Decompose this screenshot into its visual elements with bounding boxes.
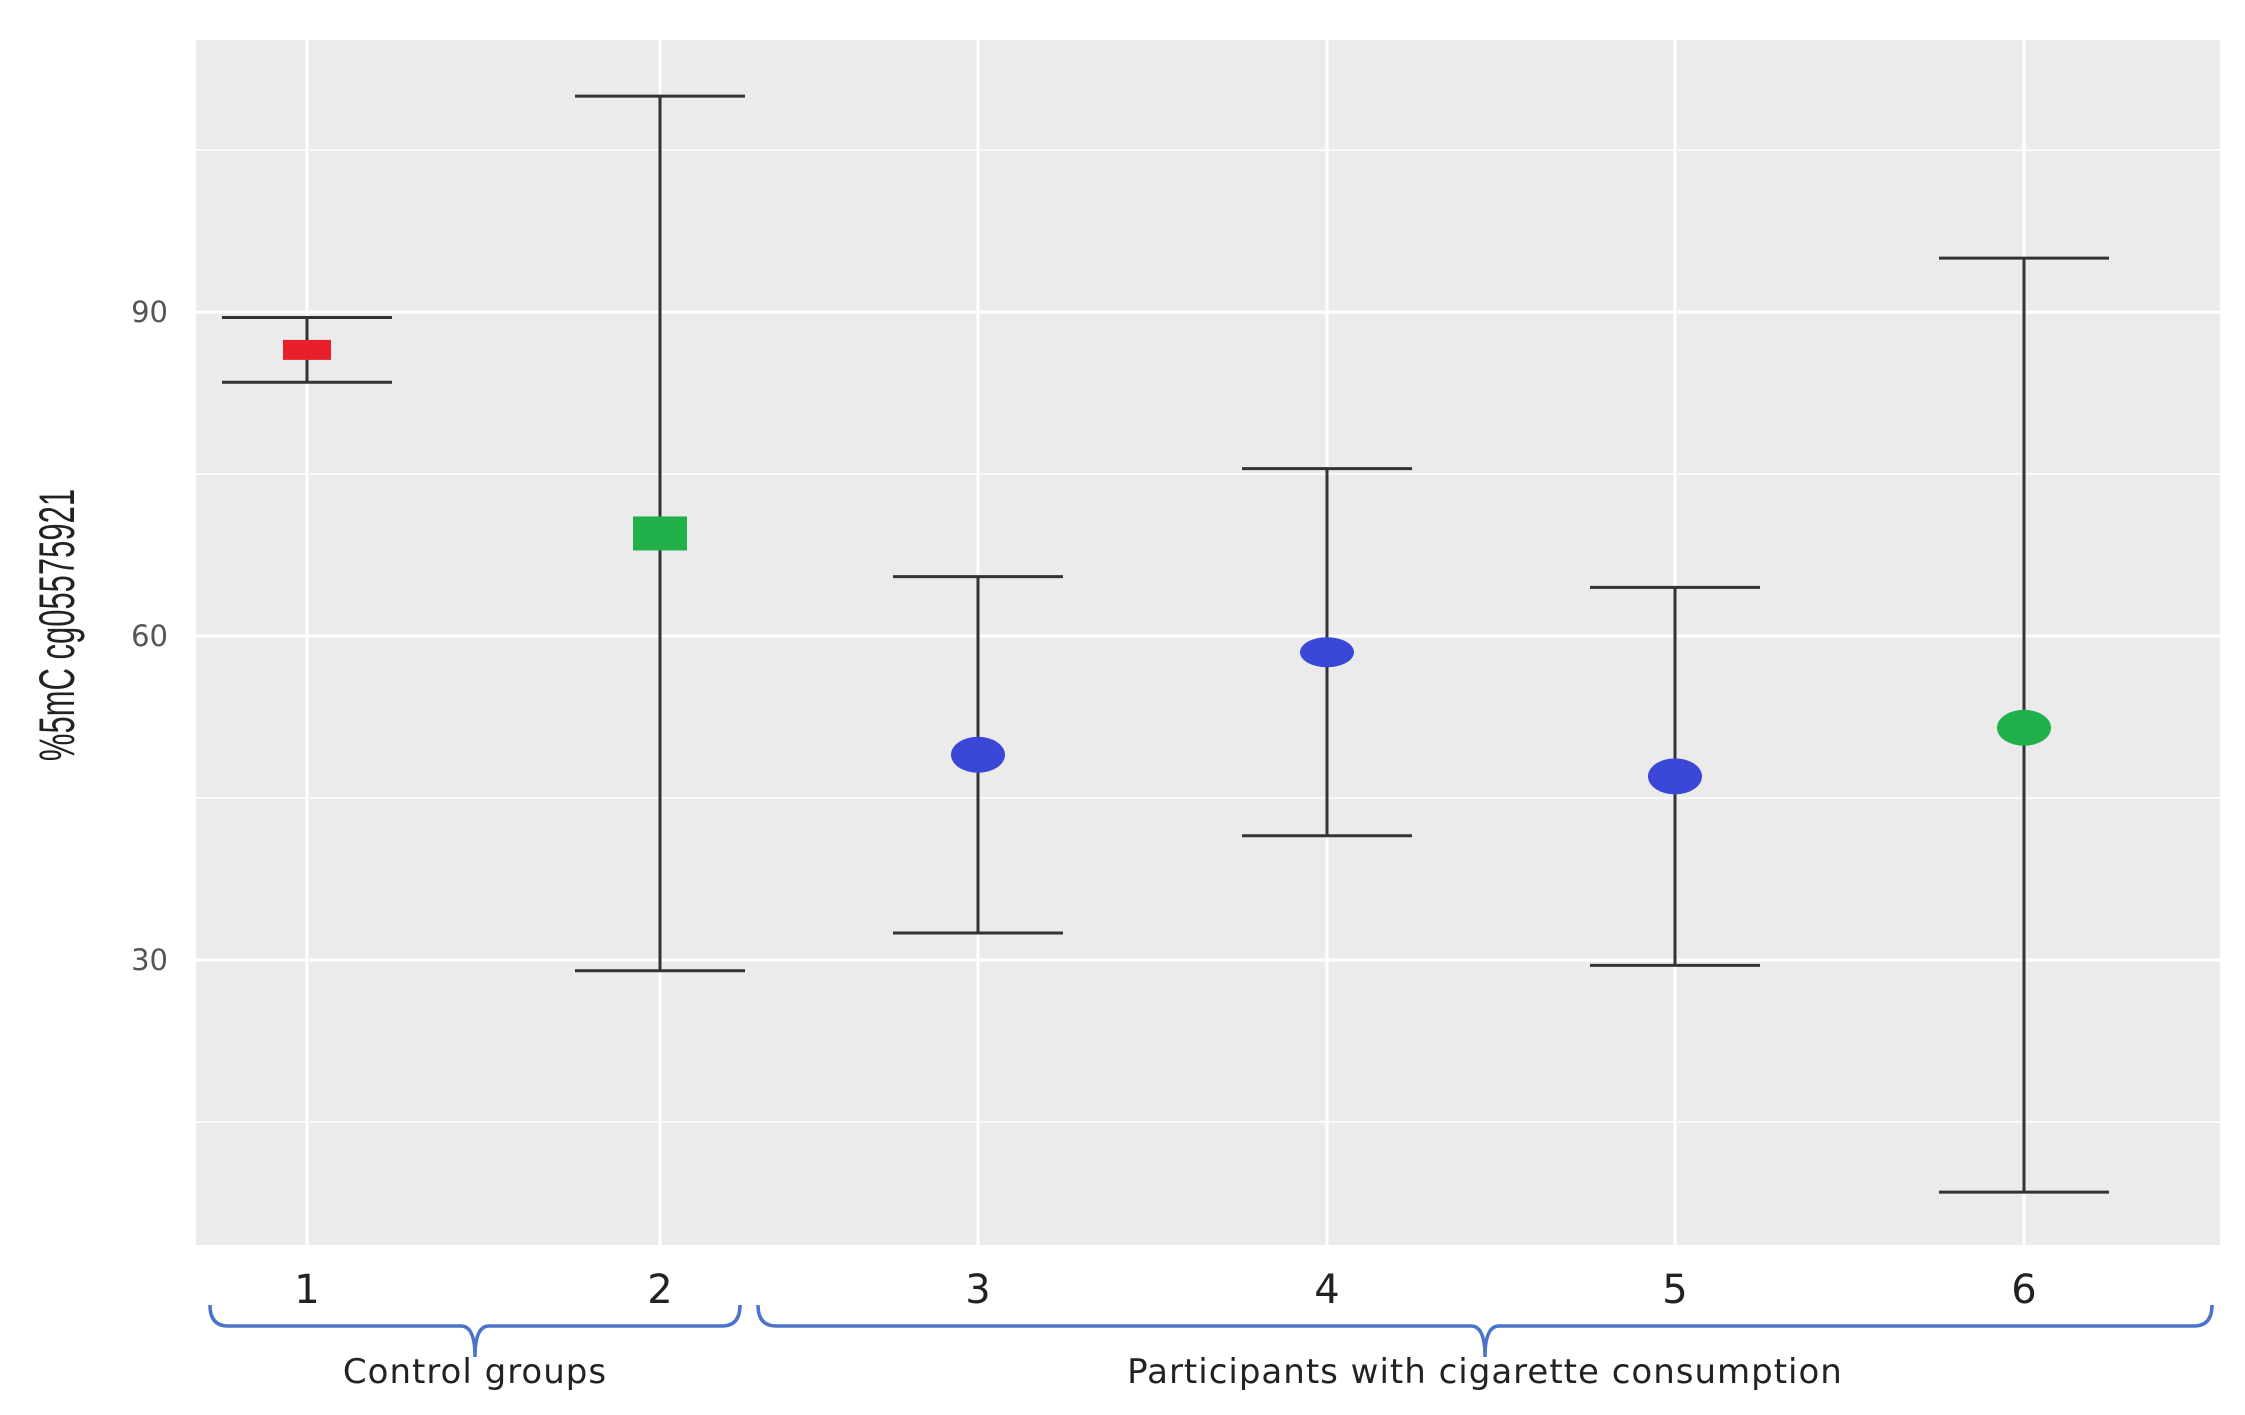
group-label: Participants with cigarette consumption: [1127, 1352, 1843, 1392]
data-point-circle: [1300, 637, 1354, 668]
data-point-circle: [1648, 758, 1702, 795]
markers: [283, 339, 2051, 795]
x-tick-label: 3: [965, 1267, 990, 1313]
y-tick-label: 90: [131, 295, 168, 329]
data-point-circle: [951, 736, 1005, 773]
group-bracket: [756, 1304, 2214, 1358]
x-tick-label: 1: [294, 1267, 319, 1313]
x-tick-label: 4: [1314, 1267, 1339, 1313]
plot-panel: [196, 40, 2220, 1245]
y-axis-label: %5mC cg05575921: [28, 489, 84, 761]
x-tick-label: 2: [647, 1267, 672, 1313]
y-ticks: 30 60 90: [131, 295, 168, 977]
data-point-circle: [1997, 709, 2051, 746]
group-bracket: [208, 1304, 742, 1358]
data-point-square: [633, 516, 687, 551]
group-label: Control groups: [343, 1352, 607, 1392]
grid-minor: [196, 149, 2220, 1123]
group-brackets: Control groups Participants with cigarett…: [208, 1304, 2214, 1392]
y-tick-label: 30: [131, 943, 168, 977]
y-tick-label: 60: [131, 619, 168, 653]
x-tick-label: 6: [2011, 1267, 2036, 1313]
data-point-square: [283, 339, 331, 360]
x-tick-label: 5: [1662, 1267, 1687, 1313]
x-ticks: 1 2 3 4 5 6: [294, 1267, 2036, 1313]
